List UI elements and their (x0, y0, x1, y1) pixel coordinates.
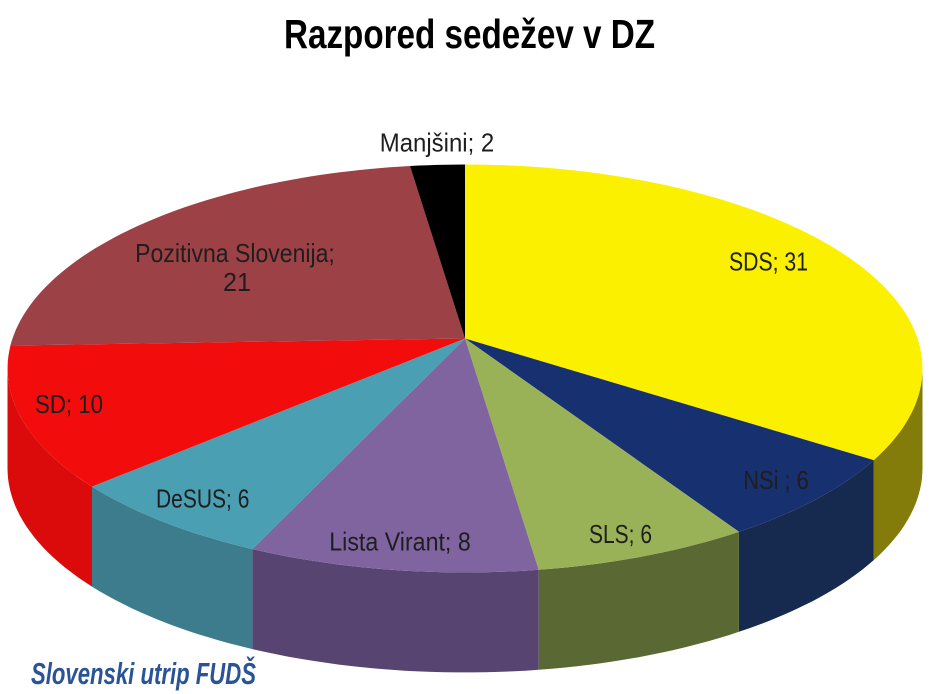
svg-text:Pozitivna Slovenija;: Pozitivna Slovenija; (135, 238, 335, 268)
svg-text:Lista Virant; 8: Lista Virant; 8 (329, 527, 471, 557)
svg-text:SLS; 6: SLS; 6 (589, 519, 652, 549)
svg-text:NSi ; 6: NSi ; 6 (743, 465, 809, 495)
svg-text:21: 21 (223, 267, 251, 297)
svg-text:SD; 10: SD; 10 (35, 389, 103, 419)
svg-text:DeSUS; 6: DeSUS; 6 (156, 484, 249, 514)
svg-text:Razpored sedežev v DZ: Razpored sedežev v DZ (284, 11, 655, 57)
svg-text:SDS; 31: SDS; 31 (729, 247, 808, 277)
svg-text:Manjšini; 2: Manjšini; 2 (380, 127, 495, 157)
svg-text:Slovenski utrip FUDŠ: Slovenski utrip FUDŠ (31, 655, 256, 691)
